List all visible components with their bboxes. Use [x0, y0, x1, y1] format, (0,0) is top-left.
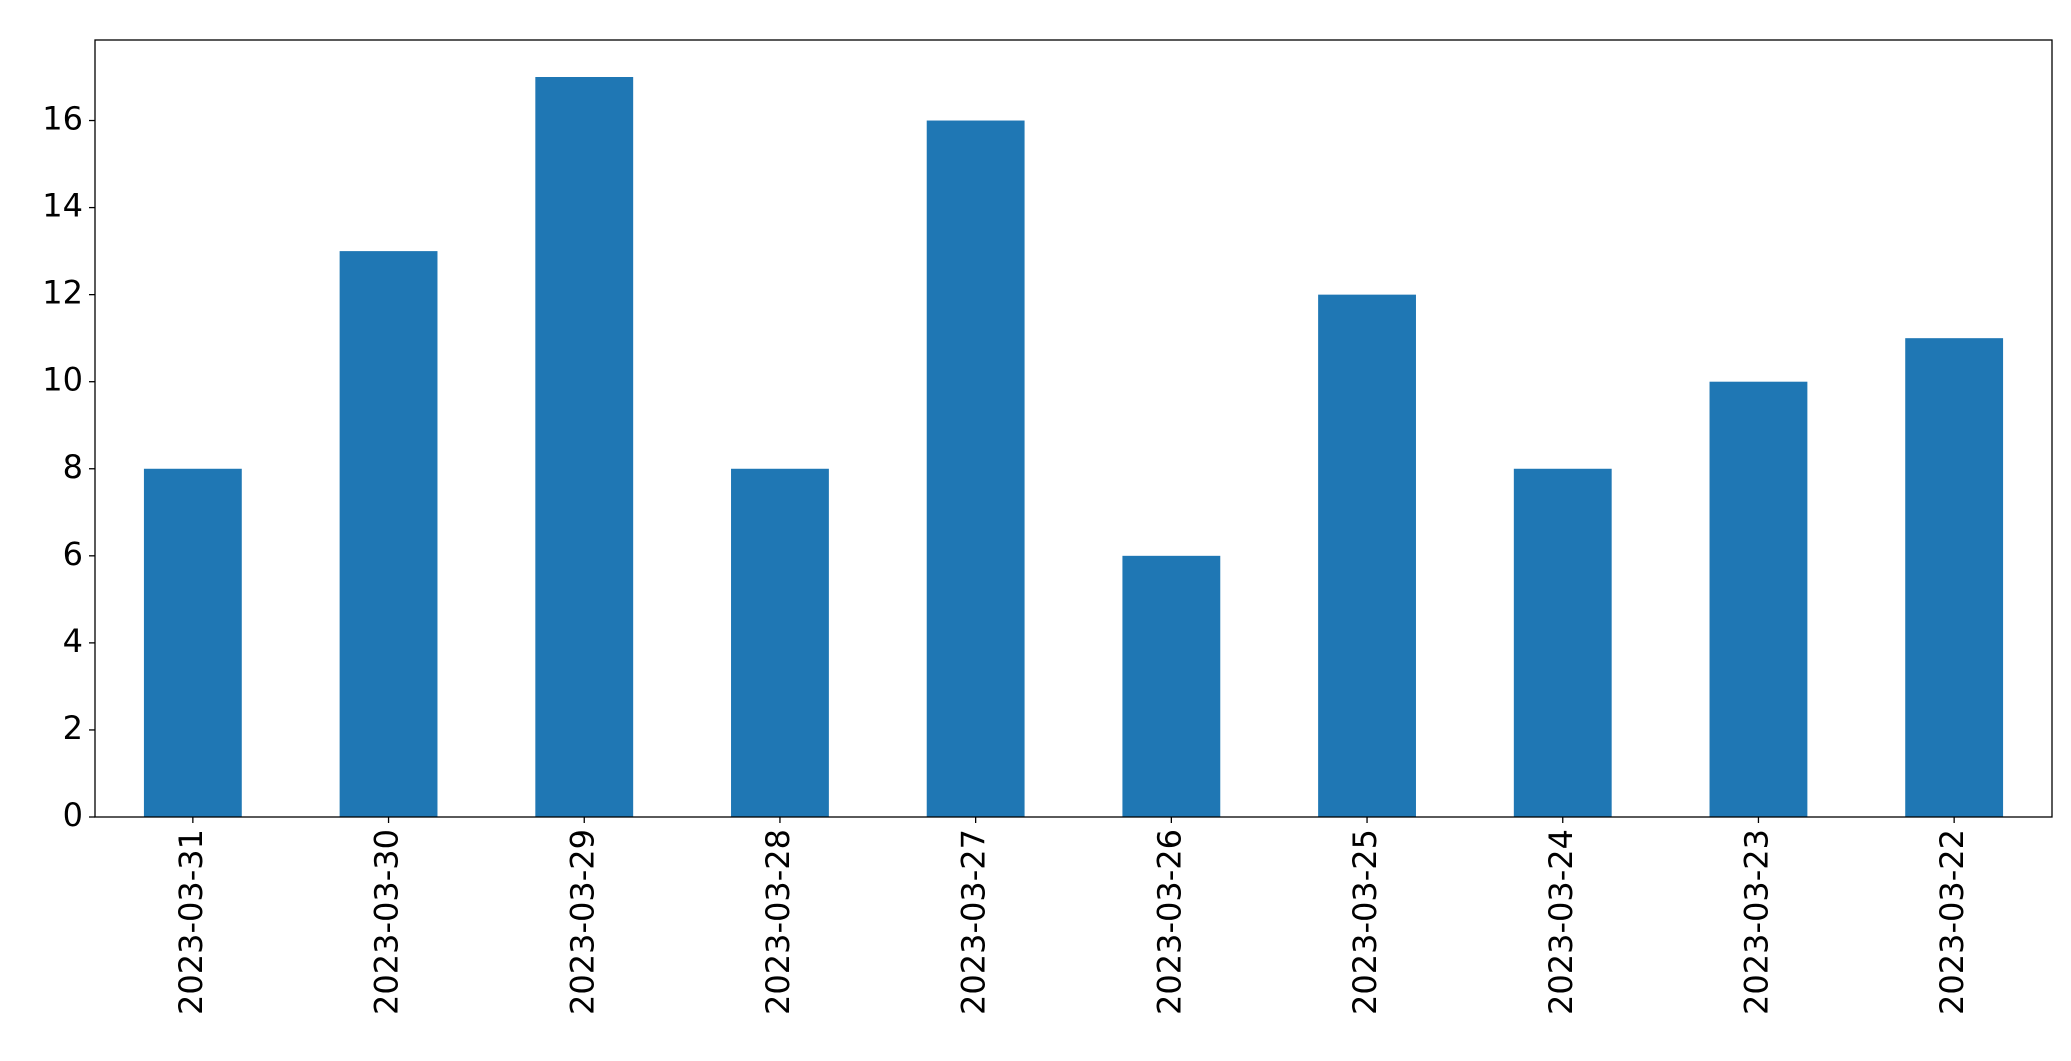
y-tick-label: 0: [63, 796, 83, 834]
y-tick-label: 12: [42, 274, 83, 312]
x-tick-label: 2023-03-29: [563, 829, 601, 1015]
bar: [1513, 468, 1612, 817]
x-tick-label: 2023-03-26: [1150, 829, 1188, 1015]
bar: [1905, 338, 2004, 817]
x-tick-label: 2023-03-22: [1933, 829, 1971, 1015]
x-tick-label: 2023-03-30: [368, 829, 406, 1015]
bar: [1709, 381, 1808, 817]
y-tick-label: 8: [63, 448, 83, 486]
bar: [1122, 555, 1221, 817]
bar: [731, 468, 829, 817]
y-tick-label: 16: [42, 100, 83, 138]
y-tick-label: 2: [63, 709, 83, 747]
x-tick-label: 2023-03-31: [172, 829, 210, 1015]
y-tick-label: 4: [63, 622, 83, 660]
bar: [535, 77, 634, 817]
y-tick-label: 6: [63, 535, 83, 573]
bar: [926, 120, 1025, 817]
y-tick-label: 10: [42, 361, 83, 399]
bar: [143, 468, 242, 817]
bar: [339, 251, 438, 817]
axes-frame: [94, 39, 2053, 818]
y-tick-label: 14: [42, 187, 83, 225]
bar: [1318, 294, 1416, 817]
x-tick-label: 2023-03-23: [1737, 829, 1775, 1015]
x-tick-label: 2023-03-24: [1542, 829, 1580, 1015]
x-tick-label: 2023-03-28: [759, 829, 797, 1015]
x-tick-label: 2023-03-25: [1346, 829, 1384, 1015]
x-tick-label: 2023-03-27: [955, 829, 993, 1015]
